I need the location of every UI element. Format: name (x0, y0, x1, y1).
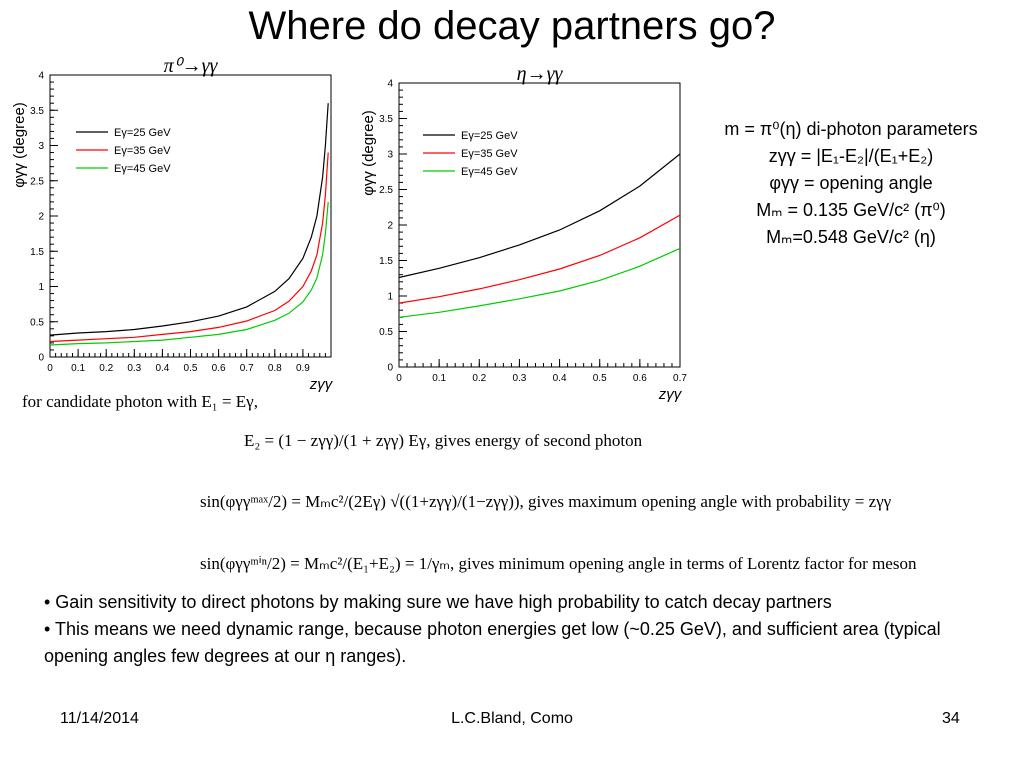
footer-date: 11/14/2014 (60, 710, 139, 727)
plot-frame (49, 74, 332, 358)
parameter-definitions: m = π⁰(η) di-photon parameters zγγ = |E₁… (686, 116, 1016, 251)
y-tick-label: 1 (38, 282, 44, 293)
y-tick-label: 2.5 (30, 176, 44, 187)
y-tick-label: 2.5 (379, 185, 393, 196)
chart-title: η→γγ (517, 63, 564, 85)
series-line-1 (49, 152, 329, 343)
x-tick-label: 0.3 (127, 363, 141, 374)
chart-title: π⁰→γγ (164, 55, 219, 77)
x-axis-label: zγγ (658, 386, 683, 403)
eta-decay-plot: η→γγ 0 0.5 1 1.5 2 2.5 3 3.5 4 0 0.1 0.2 0.3 0.4 0.5 0.6… (360, 63, 687, 403)
legend-label: Eγ=25 GeV (461, 130, 518, 142)
y-tick-label: 1 (387, 292, 393, 303)
slide-title: Where do decay partners go? (248, 4, 776, 48)
x-tick-label: 0.5 (593, 373, 607, 384)
footer-author: L.C.Bland, Como (451, 710, 573, 727)
x-tick-label: 0.6 (212, 363, 226, 374)
phi-definition: φγγ = opening angle (769, 173, 933, 193)
y-tick-label: 3.5 (30, 106, 44, 117)
x-tick-label: 0.2 (472, 373, 486, 384)
x-tick-label: 0.8 (268, 363, 282, 374)
x-tick-label: 0.6 (633, 373, 647, 384)
eta-mass: Mₘ=0.548 GeV/c² (η) (766, 227, 936, 247)
series-line-0 (49, 103, 329, 336)
legend-label: Eγ=45 GeV (461, 166, 518, 178)
x-tick-label: 0.1 (432, 373, 446, 384)
y-tick-label: 0 (38, 353, 44, 364)
z-definition: zγγ = |E₁-E₂|/(E₁+E₂) (768, 146, 934, 166)
x-tick-label: 0.4 (553, 373, 567, 384)
legend-label: Eγ=35 GeV (461, 148, 518, 160)
equation-min-angle: sin(φγγᵐⁱⁿ/2) = Mₘc²/(E₁+E₂) = 1/γₘ, giv… (200, 554, 917, 573)
x-tick-label: 0.5 (184, 363, 198, 374)
y-tick-label: 0.5 (379, 327, 393, 338)
plot-frame (398, 82, 681, 368)
m-definition: m = π⁰(η) di-photon parameters (724, 119, 978, 139)
y-tick-label: 4 (38, 71, 44, 82)
y-tick-label: 3 (38, 141, 44, 152)
series-line-1 (398, 214, 681, 304)
x-tick-label: 0.7 (240, 363, 254, 374)
legend-label: Eγ=25 GeV (114, 127, 171, 139)
x-tick-label: 0.1 (71, 363, 85, 374)
y-tick-label: 3.5 (379, 114, 393, 125)
y-tick-label: 0.5 (30, 317, 44, 328)
legend-label: Eγ=45 GeV (114, 163, 171, 175)
y-tick-label: 2 (387, 221, 393, 232)
x-tick-label: 0 (47, 363, 53, 374)
pi0-decay-plot: π⁰→γγ 0 0.5 1 1.5 2 2.5 3 3.5 4 0 0.1 0.2 0.3 0.4 0.5 0.… (11, 55, 334, 393)
y-tick-label: 0 (387, 363, 393, 374)
y-tick-label: 1.5 (30, 247, 44, 258)
y-axis-label: φγγ (degree) (360, 110, 377, 196)
y-tick-label: 3 (387, 150, 393, 161)
equation-e2: E₂ = (1 − zγγ)/(1 + zγγ) Eγ, gives energ… (244, 431, 643, 450)
x-tick-label: 0.9 (296, 363, 310, 374)
series-line-2 (49, 201, 329, 346)
bullet-item: • This means we need dynamic range, beca… (44, 619, 941, 666)
footer-page-number: 34 (942, 710, 960, 727)
x-tick-label: 0.7 (673, 373, 687, 384)
legend-label: Eγ=35 GeV (114, 145, 171, 157)
series-line-2 (398, 247, 681, 318)
x-tick-label: 0.3 (512, 373, 526, 384)
series-line-0 (398, 153, 681, 279)
y-tick-label: 2 (38, 212, 44, 223)
equation-e1: for candidate photon with E₁ = Eγ, (22, 392, 258, 411)
x-tick-label: 0 (396, 373, 402, 384)
bullet-item: • Gain sensitivity to direct photons by … (44, 592, 832, 612)
y-axis-label: φγγ (degree) (11, 102, 28, 188)
y-tick-label: 4 (387, 79, 393, 90)
x-axis-label: zγγ (309, 376, 334, 393)
y-tick-label: 1.5 (379, 256, 393, 267)
equation-max-angle: sin(φγγᵐᵃˣ/2) = Mₘc²/(2Eγ) √((1+zγγ)/(1−… (200, 492, 892, 511)
x-tick-label: 0.2 (99, 363, 113, 374)
bullet-list: • Gain sensitivity to direct photons by … (44, 589, 994, 670)
x-tick-label: 0.4 (155, 363, 169, 374)
pi0-mass: Mₘ = 0.135 GeV/c² (π⁰) (756, 200, 946, 220)
